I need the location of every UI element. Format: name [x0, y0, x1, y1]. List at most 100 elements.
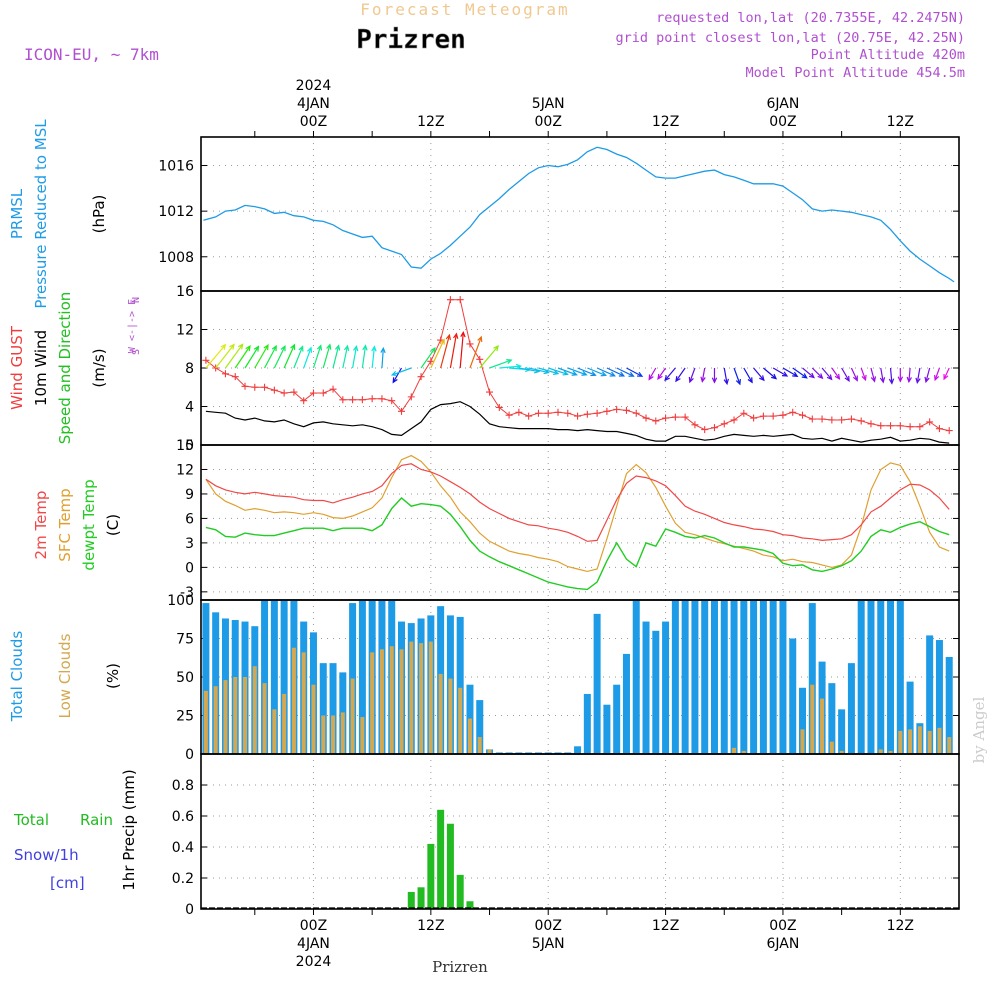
temp-2m-line — [205, 463, 950, 542]
low-cloud-bar — [438, 673, 443, 754]
low-cloud-bar — [291, 647, 296, 754]
wind-direction-arrow — [430, 338, 445, 369]
wind-direction-arrow — [361, 344, 368, 369]
wind-gust-point — [534, 409, 542, 417]
low-cloud-bar — [839, 750, 844, 754]
wind-tick-label: 8 — [185, 361, 194, 377]
wind-tick-label: 16 — [176, 284, 194, 300]
wind-direction-arrow — [648, 367, 657, 381]
rain-bar — [446, 823, 454, 909]
wind-arrow-head — [915, 377, 921, 384]
total-cloud-bar — [456, 616, 464, 754]
wind-gust-point — [642, 414, 650, 422]
wind-direction-arrow — [390, 367, 412, 377]
wind-direction-arrow — [943, 367, 950, 381]
wind-direction-arrow — [420, 347, 436, 369]
wind-gust-point — [261, 383, 269, 391]
wind-direction-arrow — [479, 345, 500, 369]
top-time-label: 00Z — [300, 114, 327, 130]
wind-direction-arrow — [264, 344, 277, 369]
wind-gust-point — [945, 427, 953, 435]
wind-arrow-head — [801, 373, 808, 379]
wind-speed-label: 10m Wind — [32, 330, 50, 406]
wind-direction-arrow — [303, 346, 313, 369]
wind-arrow-shaft — [648, 367, 657, 380]
wind-arrow-head — [897, 376, 904, 383]
precip-tick-label: 0.8 — [172, 778, 194, 794]
wind-gust-point — [671, 413, 679, 421]
top-time-label: 12Z — [417, 114, 444, 130]
wind-direction-arrow — [675, 367, 686, 383]
wind-gust-point — [358, 396, 366, 404]
wind-direction-arrow — [870, 367, 877, 383]
wind-arrow-head — [571, 370, 578, 376]
wind-gust-point — [887, 422, 895, 430]
wind-direction-arrow — [449, 332, 459, 369]
wind-arrow-head — [861, 374, 867, 382]
wind-direction-arrow — [469, 335, 483, 369]
wind-tick-label: 4 — [185, 400, 194, 416]
low-cloud-bar — [301, 652, 306, 754]
wind-arrow-shaft — [664, 367, 676, 381]
wind-arrow-head — [934, 374, 940, 382]
low-cloud-bar — [908, 729, 913, 754]
wind-direction-arrow — [548, 367, 569, 376]
total-cloud-bar — [926, 635, 934, 754]
low-cloud-bar — [800, 729, 805, 754]
wind-arrow-shaft — [479, 345, 499, 369]
wind-gust-point — [818, 415, 826, 423]
wind-arrow-shaft — [606, 367, 625, 377]
wind-gust-point — [466, 340, 474, 348]
low-cloud-bar — [272, 709, 277, 754]
wind-arrow-head — [506, 358, 513, 365]
wind-arrow-head — [562, 370, 569, 376]
total-cloud-bar — [799, 687, 807, 754]
wind-direction-arrow — [763, 367, 778, 380]
model-point-altitude: Model Point Altitude 454.5m — [746, 65, 965, 81]
wind-gust-point — [935, 425, 943, 433]
wind-direction-arrow — [332, 344, 341, 369]
wind-arrow-head — [307, 346, 313, 353]
bottom-time-label: 6JAN — [767, 936, 800, 952]
total-cloud-bar — [642, 621, 650, 754]
wind-gust-point — [613, 405, 621, 413]
pressure-tick-label: 1008 — [158, 250, 194, 266]
wind-direction-arrow — [254, 343, 269, 369]
wind-gust-point — [808, 415, 816, 423]
low-cloud-bar — [898, 730, 903, 754]
wind-arrow-head — [688, 376, 694, 384]
wind-arrow-head — [439, 338, 445, 345]
wind-speed-line — [205, 401, 950, 444]
wind-tick-label: 12 — [176, 323, 194, 339]
wind-direction-arrow — [811, 367, 824, 380]
total-cloud-bar — [280, 600, 288, 754]
wind-gust-point — [221, 370, 229, 378]
wind-arrow-head — [600, 371, 607, 377]
wind-direction-arrow — [782, 367, 799, 377]
wind-arrow-head — [316, 344, 323, 351]
clouds-unit-label: (%) — [104, 663, 122, 689]
low-cloud-bar — [370, 652, 375, 754]
wind-direction-arrow — [664, 367, 676, 382]
wind-arrow-head — [581, 370, 588, 376]
wind-gust-point — [241, 382, 249, 390]
wind-arrow-head — [924, 376, 930, 384]
wind-arrow-shaft — [264, 345, 277, 369]
wind-direction-arrow — [860, 367, 867, 382]
wind-arrow-head — [477, 335, 483, 343]
precip-tick-label: 0.4 — [172, 840, 194, 856]
temp-tick-label: 0 — [185, 560, 194, 576]
wind-direction-arrow — [567, 367, 588, 376]
rain-bar — [407, 891, 415, 909]
wind-gust-point — [417, 373, 425, 381]
precip-tick-label: 0 — [185, 902, 194, 918]
wind-gust-point — [906, 423, 914, 431]
wind-direction-arrow — [499, 363, 523, 370]
wind-gust-point — [378, 395, 386, 403]
wind-gust-point — [309, 389, 317, 397]
low-cloud-bar — [467, 718, 472, 754]
wind-direction-arrow — [772, 367, 789, 377]
requested-coordinates: requested lon,lat (20.7355E, 42.2475N) — [656, 10, 965, 26]
wind-gust-point — [368, 395, 376, 403]
panel-frame — [200, 753, 960, 910]
